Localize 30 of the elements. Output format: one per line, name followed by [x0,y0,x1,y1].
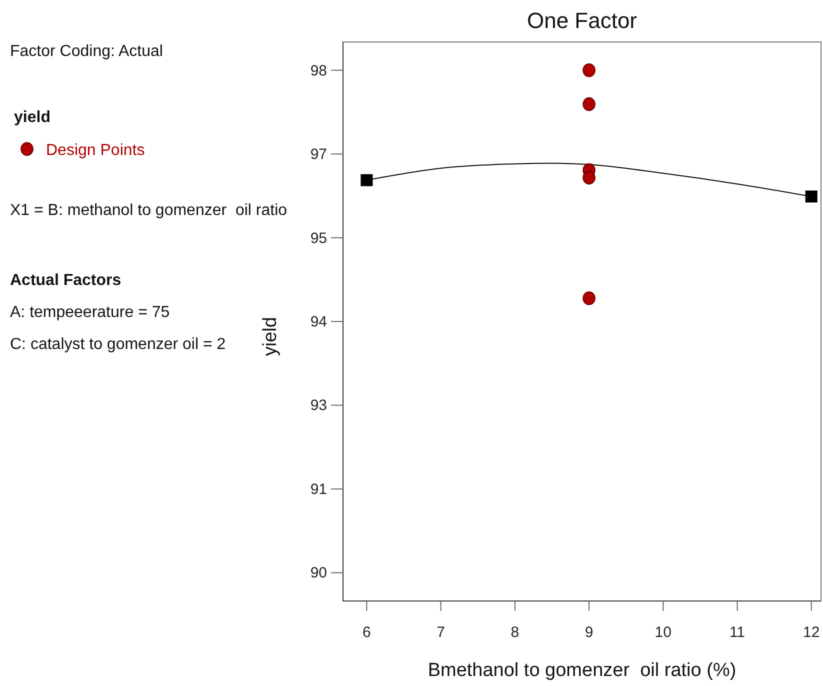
point [582,63,596,78]
text: Factor Coding: Actual [10,43,163,60]
legend-label: Design Points [46,142,145,159]
point [360,174,373,186]
point [582,291,596,306]
text: A: tempeeerature = 75 [10,304,170,321]
x-tick-label: 12 [803,624,820,641]
text: X1 = B: methanol to gomenzer oil ratio [10,202,288,219]
point [805,190,818,203]
y-tick-label: 94 [310,314,327,330]
x-tick-label: 6 [362,624,371,641]
point [582,170,596,185]
x-tick-label: 10 [654,624,672,641]
text: C: catalyst to gomenzer oil = 2 [10,336,226,353]
y-tick-label: 97 [310,146,327,163]
y-tick-label: 91 [310,481,327,498]
y-axis-title: yield [260,316,281,356]
text: Actual Factors [10,272,122,289]
y-tick-label: 98 [310,62,327,80]
y-tick-label: 93 [310,397,327,414]
chart-title: One Factor [526,8,638,33]
point [582,97,596,112]
y-tick-label: 95 [310,230,327,247]
y-tick-label: 90 [310,564,327,582]
x-tick-label: 9 [584,624,594,641]
x-tick-label: 7 [436,624,445,641]
x-tick-label: 11 [729,624,746,641]
x-axis-title: Bmethanol to gomenzer oil ratio (%) [428,660,736,681]
legend-title: yield [14,109,50,126]
x-tick-label: 8 [510,624,520,641]
